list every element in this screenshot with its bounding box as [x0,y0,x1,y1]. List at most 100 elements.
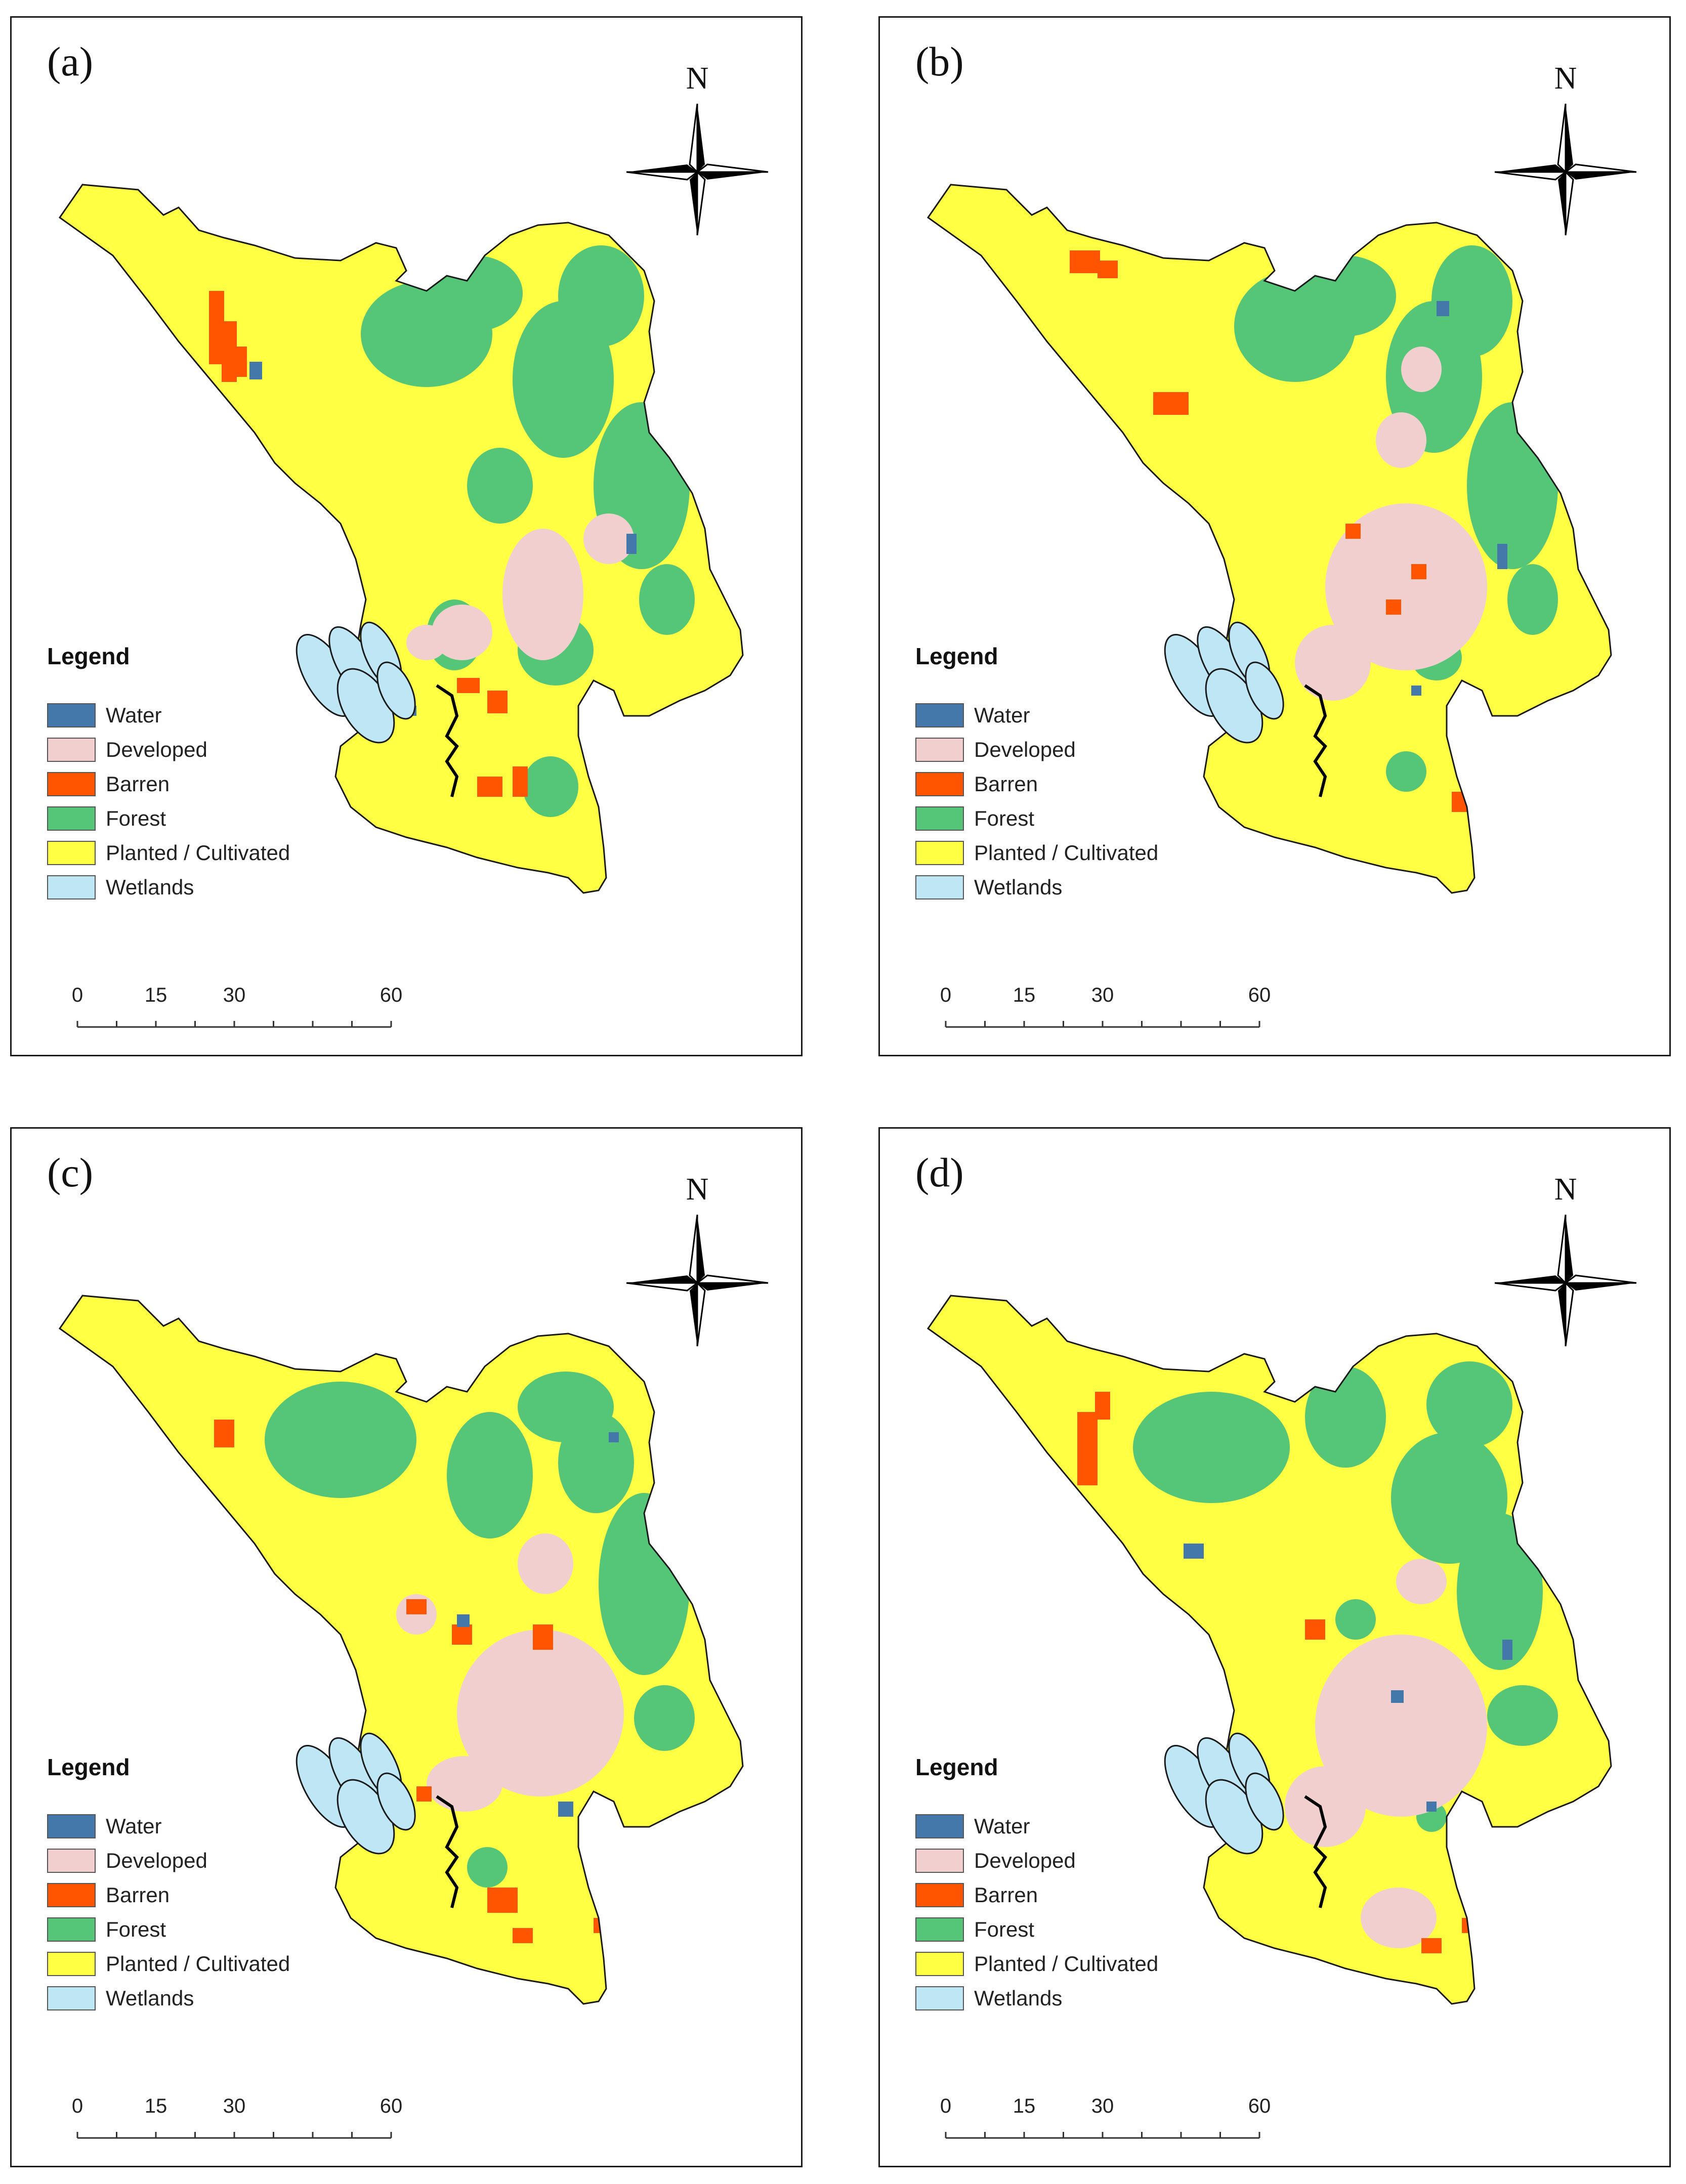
scale-bar: 0153060Kilometers [72,2095,403,2139]
scale-tick-label: 30 [223,2095,246,2117]
legend-label: Forest [974,1917,1035,1941]
forest-patch [467,1847,508,1888]
legend-swatch [47,1952,96,1976]
barren-patch [1305,1619,1325,1640]
wetland-island [376,661,416,720]
legend-swatch [47,1986,96,2010]
barren-patch [1386,599,1401,615]
scale-tick-label: 30 [223,984,246,1006]
water-patch [1391,1690,1404,1703]
water-patch [1497,544,1507,569]
barren-patch [487,1888,518,1913]
legend-label: Water [106,703,162,727]
forest-patch [265,1382,416,1498]
forest-patch [558,1412,634,1513]
scale-tick-label: 15 [145,984,167,1006]
panel-label: (a) [47,38,94,84]
forest-patch [427,255,523,331]
barren-patch [594,1918,614,1933]
legend-item: Wetlands [915,1981,1270,2016]
legend-label: Water [974,1814,1030,1838]
barren-patch [214,1420,234,1447]
legend-swatch [47,1917,96,1942]
barren-patch [1153,392,1189,415]
scale-tick-label: 60 [380,2095,403,2117]
water-patch [1437,301,1449,316]
forest-patch [447,1412,533,1538]
scale-tick-label: 60 [1248,2095,1271,2117]
legend-item: Developed [915,733,1270,767]
region-boundary [926,184,1612,894]
legend-item: Water [915,698,1270,733]
scale-tick-label: 0 [72,2095,83,2117]
legend-swatch [915,772,964,796]
north-arrow-icon: N [626,1172,769,1347]
barren-patch [1070,250,1100,273]
north-label: N [1554,1172,1577,1207]
wetland-island [376,1772,416,1831]
region-boundary [58,184,744,894]
legend-label: Developed [974,1849,1076,1872]
developed-patch [1315,1635,1487,1817]
land-cover-map [58,184,744,894]
legend-swatch [47,738,96,762]
legend-swatch [915,738,964,762]
map-panel-a: (a) N Legend Water Developed Barren Forest Plan… [10,16,803,1056]
legend: Legend Water Developed Barren Forest Planted … [47,643,401,905]
legend-item: Developed [47,1844,401,1878]
map-panel-d: (d) N Legend Water Developed Barren Forest Plan… [878,1127,1671,2167]
legend-item: Developed [47,733,401,767]
barren-patch [1345,524,1361,539]
scale-bar: 0153060Kilometers [940,984,1271,1028]
barren-patch [234,347,247,377]
map-panel-b: (b) N Legend Water Developed Barren Forest Plan… [878,16,1671,1056]
legend-swatch [915,806,964,831]
legend-item: Planted / Cultivated [47,1947,401,1981]
developed-patch [1295,625,1371,701]
legend-item: Barren [47,1878,401,1912]
land-cover-map [926,1295,1612,2005]
barren-patch [513,1928,533,1943]
legend-item: Barren [47,767,401,801]
legend-item: Wetlands [47,1981,401,2016]
legend-item: Water [47,698,401,733]
legend-swatch [47,703,96,727]
water-patch [249,362,262,379]
legend-swatch [915,1849,964,1873]
scale-tick-label: 0 [940,984,951,1006]
barren-patch [477,777,502,797]
forest-patch [634,1685,695,1751]
legend-item: Developed [915,1844,1270,1878]
legend-swatch [47,1883,96,1907]
boundary-line [1304,1795,1327,1908]
barren-patch [533,1624,553,1650]
legend-item: Planted / Cultivated [915,1947,1270,1981]
barren-patch [457,678,480,693]
developed-patch [1376,412,1426,468]
legend-swatch [47,1849,96,1873]
forest-patch [1431,245,1512,357]
water-patch [1411,686,1421,696]
scale-tick-label: 15 [1013,2095,1036,2117]
panel-label: (b) [915,38,964,84]
legend-swatch [915,703,964,727]
forest-patch [1133,1392,1290,1503]
developed-patch [406,625,447,660]
legend-item: Wetlands [47,870,401,905]
forest-patch [1507,564,1558,635]
north-label: N [1554,61,1577,96]
legend: Legend Water Developed Barren Forest Planted … [47,1753,401,2016]
scale-tick-label: 0 [940,2095,951,2117]
scale-bar: 0153060Kilometers [72,984,402,1028]
forest-patch [1467,402,1558,569]
legend-swatch [915,841,964,865]
legend-item: Wetlands [915,870,1270,905]
scale-tick-label: 15 [1013,984,1036,1006]
legend-label: Developed [106,1849,207,1872]
legend-title: Legend [915,1754,998,1780]
legend-label: Forest [974,806,1035,830]
scale-tick-label: 30 [1091,984,1114,1006]
barren-patch [416,1786,432,1802]
legend-label: Water [974,703,1030,727]
forest-patch [1386,751,1426,792]
